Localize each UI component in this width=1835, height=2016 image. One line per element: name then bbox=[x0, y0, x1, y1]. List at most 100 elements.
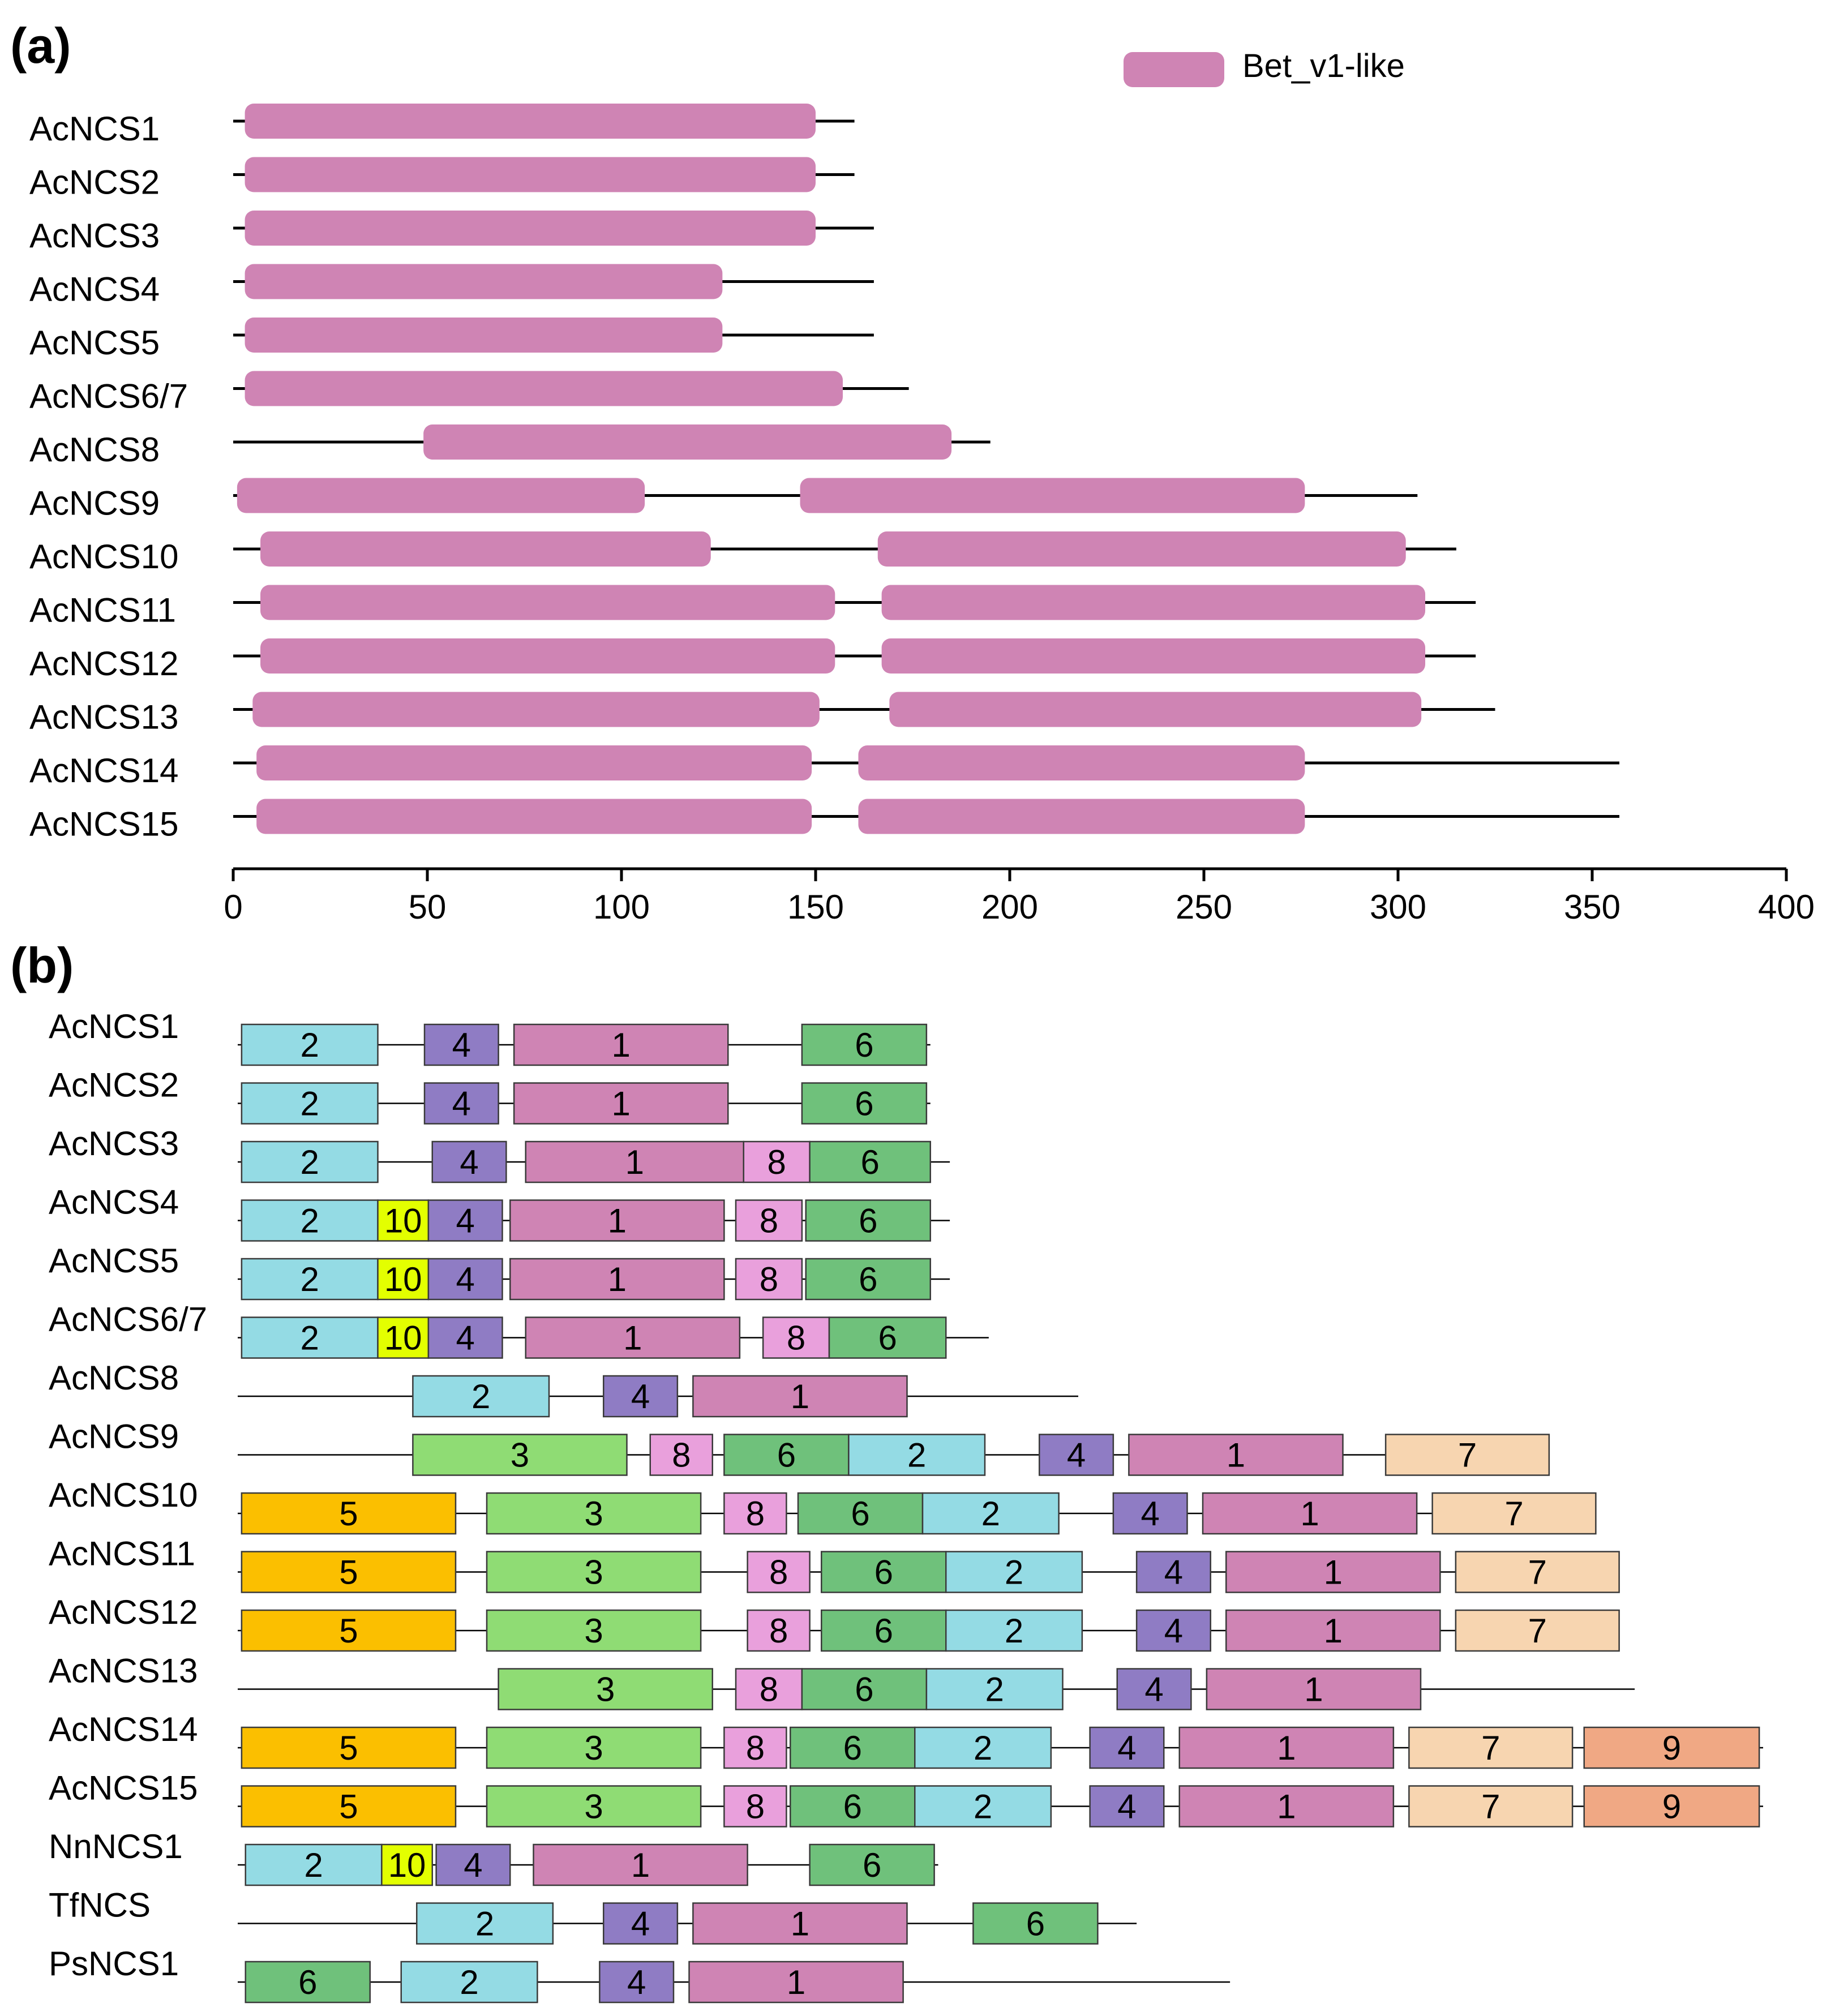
motif-label: 1 bbox=[608, 1260, 627, 1298]
motif-label: 3 bbox=[584, 1729, 603, 1767]
motif-label: 2 bbox=[304, 1846, 323, 1884]
motif-box-1 bbox=[513, 1023, 729, 1066]
motif-label: 2 bbox=[460, 1963, 478, 2001]
motif-box-4 bbox=[431, 1140, 507, 1183]
protein-label: NnNCS1 bbox=[49, 1828, 183, 1865]
motif-box-6 bbox=[245, 1961, 371, 2004]
protein-label: AcNCS2 bbox=[49, 1066, 179, 1104]
motif-label: 2 bbox=[471, 1378, 490, 1416]
bet-v1-domain bbox=[881, 585, 1426, 620]
motif-box-8 bbox=[723, 1492, 787, 1535]
motif-box-5 bbox=[241, 1726, 457, 1769]
motif-label: 7 bbox=[1481, 1788, 1500, 1826]
protein-label: AcNCS5 bbox=[49, 1242, 179, 1280]
motif-label: 2 bbox=[301, 1319, 319, 1357]
motif-label: 1 bbox=[608, 1202, 627, 1240]
protein-label: AcNCS1 bbox=[29, 110, 160, 148]
motif-label: 2 bbox=[301, 1143, 319, 1181]
motif-label: 4 bbox=[1141, 1495, 1160, 1533]
bet-v1-domain bbox=[800, 478, 1305, 513]
bet-v1-domain bbox=[858, 745, 1305, 780]
protein-label: AcNCS6/7 bbox=[29, 378, 188, 415]
motif-box-2 bbox=[241, 1023, 379, 1066]
motif-label: 8 bbox=[760, 1202, 778, 1240]
bet-v1-domain bbox=[256, 745, 812, 780]
x-tick-label: 50 bbox=[409, 888, 447, 926]
motif-box-4 bbox=[423, 1023, 499, 1066]
motif-label: 1 bbox=[1300, 1495, 1319, 1533]
panel-a-domain-chart: Bet_v1-like AcNCS1 AcNCS2 AcNCS3 AcNCS4 AcNCS… bbox=[29, 48, 1815, 926]
motif-label: 9 bbox=[1662, 1788, 1681, 1826]
motif-box-7 bbox=[1455, 1551, 1620, 1593]
motif-label: 6 bbox=[843, 1729, 862, 1767]
protein-label: AcNCS15 bbox=[29, 805, 178, 843]
motif-label: 6 bbox=[777, 1436, 796, 1474]
motif-label: 4 bbox=[1164, 1612, 1183, 1650]
motif-label: 2 bbox=[1005, 1554, 1023, 1592]
motif-box-6 bbox=[809, 1843, 935, 1886]
motif-box-8 bbox=[723, 1785, 787, 1828]
motif-box-2 bbox=[241, 1082, 379, 1125]
motif-box-4 bbox=[427, 1258, 503, 1301]
motif-label: 6 bbox=[855, 1671, 873, 1709]
motif-label: 3 bbox=[584, 1788, 603, 1826]
motif-box-3 bbox=[498, 1668, 713, 1710]
motif-label: 2 bbox=[981, 1495, 1000, 1533]
motif-label: 2 bbox=[475, 1905, 494, 1943]
motif-label: 1 bbox=[787, 1963, 805, 2001]
motif-box-1 bbox=[688, 1961, 904, 2004]
motif-box-3 bbox=[486, 1492, 702, 1535]
bet-v1-domain bbox=[889, 692, 1422, 727]
motif-box-4 bbox=[599, 1961, 675, 2004]
motif-box-1 bbox=[1202, 1492, 1418, 1535]
motif-box-7 bbox=[1408, 1726, 1574, 1769]
protein-label: AcNCS9 bbox=[29, 484, 160, 522]
motif-label: 4 bbox=[464, 1846, 482, 1884]
motif-label: 7 bbox=[1528, 1554, 1547, 1592]
motif-label: 4 bbox=[452, 1085, 471, 1123]
motif-label: 3 bbox=[584, 1554, 603, 1592]
motif-box-7 bbox=[1408, 1785, 1574, 1828]
motif-box-4 bbox=[423, 1082, 499, 1125]
motif-label: 6 bbox=[843, 1788, 862, 1826]
protein-label: AcNCS2 bbox=[29, 164, 160, 201]
motif-box-5 bbox=[241, 1551, 457, 1593]
bet-v1-domain bbox=[858, 799, 1305, 834]
motif-box-9 bbox=[1583, 1785, 1760, 1828]
motif-label: 1 bbox=[791, 1905, 809, 1943]
motif-label: 8 bbox=[746, 1788, 765, 1826]
motif-box-8 bbox=[735, 1258, 803, 1301]
motif-label: 2 bbox=[301, 1085, 319, 1123]
motif-label: 6 bbox=[861, 1143, 880, 1181]
motif-label: 4 bbox=[452, 1026, 471, 1064]
protein-label: PsNCS1 bbox=[49, 1945, 179, 1983]
x-tick-label: 250 bbox=[1176, 888, 1232, 926]
motif-label: 1 bbox=[631, 1846, 650, 1884]
motif-label: 8 bbox=[746, 1495, 765, 1533]
motif-box-7 bbox=[1431, 1492, 1597, 1535]
motif-box-4 bbox=[1116, 1668, 1192, 1710]
motif-box-4 bbox=[427, 1316, 503, 1359]
motif-box-2 bbox=[945, 1609, 1083, 1652]
x-tick-label: 200 bbox=[981, 888, 1038, 926]
motif-box-6 bbox=[790, 1726, 916, 1769]
motif-box-6 bbox=[821, 1551, 947, 1593]
legend-swatch bbox=[1124, 52, 1224, 87]
motif-label: 1 bbox=[1277, 1788, 1296, 1826]
motif-box-2 bbox=[412, 1375, 550, 1418]
motif-label: 3 bbox=[511, 1436, 529, 1474]
protein-label: AcNCS12 bbox=[49, 1593, 198, 1631]
x-tick-label: 300 bbox=[1370, 888, 1426, 926]
motif-label: 8 bbox=[672, 1436, 691, 1474]
motif-label: 10 bbox=[384, 1260, 422, 1298]
bet-v1-domain bbox=[245, 104, 816, 139]
motif-box-1 bbox=[1225, 1551, 1441, 1593]
bet-v1-domain bbox=[260, 638, 835, 674]
motif-label: 5 bbox=[339, 1554, 358, 1592]
protein-label: AcNCS6/7 bbox=[49, 1301, 207, 1339]
motif-label: 2 bbox=[301, 1026, 319, 1064]
motif-label: 6 bbox=[863, 1846, 881, 1884]
x-tick-label: 350 bbox=[1564, 888, 1620, 926]
motif-box-3 bbox=[486, 1609, 702, 1652]
